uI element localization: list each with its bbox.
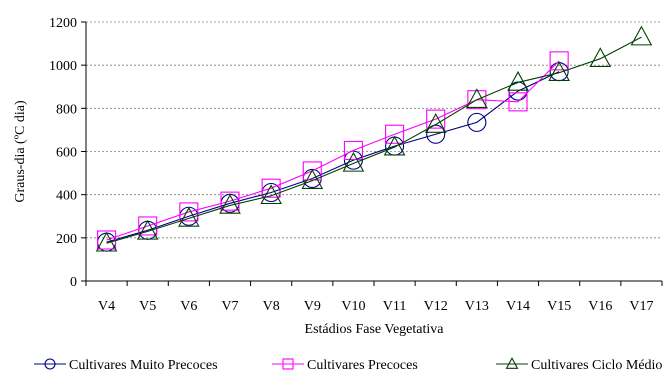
data-point (589, 47, 612, 68)
series-group (95, 25, 653, 252)
data-point (383, 135, 406, 156)
legend-label: Cultivares Muito Precoces (69, 358, 218, 373)
y-tick-labels: 0 200 400 600 800 1000 1200 (49, 16, 77, 290)
x-tick-label: V12 (424, 299, 448, 314)
x-tick-label: V15 (547, 299, 571, 314)
x-tick-label: V17 (629, 299, 653, 314)
x-tick-label: V6 (180, 299, 197, 314)
data-point (467, 90, 487, 110)
legend-item: Cultivares Ciclo Médio (496, 357, 662, 373)
x-tick-label: V4 (98, 299, 115, 314)
y-axis-title: Graus-dia (ºC dia) (13, 100, 28, 203)
x-tick-label: V5 (139, 299, 156, 314)
x-tick-label: V14 (506, 299, 530, 314)
data-point (548, 61, 570, 82)
x-tick-label: V7 (221, 299, 238, 314)
data-point (95, 231, 118, 252)
data-point (219, 193, 241, 214)
series-square (97, 51, 569, 250)
legend-label: Cultivares Precoces (307, 358, 418, 373)
y-tick-label: 1000 (49, 59, 77, 74)
x-axis-title: Estádios Fase Vegetativa (305, 322, 445, 337)
data-point (507, 70, 529, 91)
series-triangle (95, 25, 653, 252)
data-point (505, 357, 519, 369)
data-point (549, 51, 569, 71)
data-point (301, 169, 324, 189)
y-tick-label: 400 (56, 189, 77, 204)
data-point (44, 358, 56, 370)
data-point (136, 219, 159, 240)
data-point (97, 230, 117, 250)
x-tick-label: V8 (263, 299, 280, 314)
data-point (138, 216, 158, 236)
x-tick-label: V10 (341, 299, 365, 314)
legend-item: Cultivares Muito Precoces (34, 358, 218, 373)
y-tick-label: 200 (56, 232, 77, 247)
data-point (343, 140, 363, 160)
y-tick-label: 1200 (49, 16, 77, 31)
data-point (178, 206, 200, 227)
data-point (508, 92, 528, 112)
data-point (630, 25, 653, 46)
x-tick-label: V13 (465, 299, 489, 314)
data-point (220, 191, 240, 211)
data-point (261, 178, 281, 198)
x-tick-labels: V4 V5 V6 V7 V8 V9 V10 V11 V12 V13 V14 V15 V16 V17 (98, 299, 653, 314)
data-point (385, 124, 405, 144)
axes (81, 21, 663, 286)
x-tick-label: V9 (304, 299, 321, 314)
y-tick-label: 0 (70, 275, 77, 290)
legend-label: Cultivares Ciclo Médio (531, 358, 662, 373)
x-tick-label: V11 (383, 299, 407, 314)
data-point (302, 161, 322, 181)
series-line (106, 60, 560, 241)
data-point (342, 151, 365, 172)
y-tick-label: 600 (56, 146, 77, 161)
y-tick-label: 800 (56, 102, 77, 117)
legend-item: Cultivares Precoces (272, 358, 418, 373)
x-tick-label: V16 (588, 299, 612, 314)
data-point (179, 202, 199, 222)
data-point (426, 124, 446, 144)
legend: Cultivares Muito Precoces Cultivares Prec… (34, 357, 662, 373)
data-point (466, 88, 488, 109)
data-point (467, 112, 487, 132)
data-point (282, 358, 294, 370)
grid-lines (86, 21, 662, 239)
data-point (260, 184, 282, 205)
data-point (424, 113, 447, 133)
